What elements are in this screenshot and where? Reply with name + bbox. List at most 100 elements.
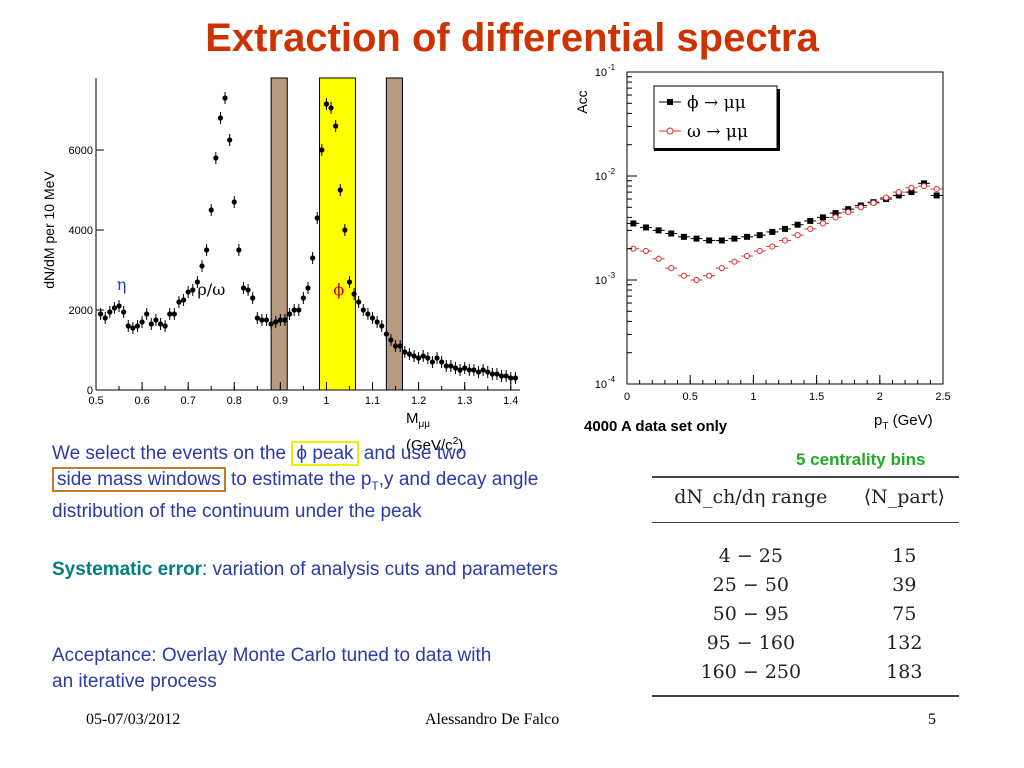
- mass-data-point: [176, 299, 182, 305]
- mass-data-point: [204, 247, 210, 253]
- acc-omega-point: [908, 184, 915, 191]
- mass-data-point: [102, 315, 108, 321]
- mass-x-tick-label: 1.1: [365, 395, 380, 407]
- mass-plot-ylabel: dN/dM per 10 MeV: [41, 171, 57, 289]
- mass-data-point: [420, 353, 426, 359]
- footer-page-number: 5: [928, 711, 936, 728]
- acc-y-tick-exponent: -4: [608, 375, 616, 384]
- mass-data-point: [416, 355, 422, 361]
- side-windows-highlight: side mass windows: [52, 467, 226, 492]
- mass-data-point: [236, 247, 242, 253]
- mass-data-point: [259, 317, 265, 323]
- acc-omega-point: [680, 272, 687, 279]
- acc-phi-point: [630, 220, 637, 227]
- acc-phi-point: [668, 230, 675, 237]
- acc-phi-point: [744, 233, 751, 240]
- acc-x-tick-label: 2: [877, 391, 883, 403]
- acc-omega-point: [832, 214, 839, 221]
- acc-omega-point: [819, 220, 827, 227]
- p1-after-b: ,y and decay angle distribution of the c…: [52, 469, 539, 522]
- mass-data-point: [457, 367, 463, 373]
- mass-data-point: [273, 319, 279, 325]
- acc-omega-point: [920, 182, 928, 190]
- acc-omega-point: [706, 272, 713, 279]
- acc-phi-point: [706, 237, 713, 244]
- systematic-text: : variation of analysis cuts and paramet…: [201, 559, 558, 580]
- mass-xlabel-main: M: [406, 410, 419, 427]
- acc-omega-point: [756, 247, 763, 255]
- systematic-label: Systematic error: [52, 559, 202, 580]
- acc-omega-point: [845, 208, 852, 216]
- mass-data-point: [388, 337, 394, 343]
- acc-phi-point: [655, 227, 662, 234]
- acc-omega-point: [807, 225, 814, 232]
- mass-data-point: [240, 285, 247, 291]
- acc-phi-point: [782, 225, 788, 232]
- mass-data-point: [208, 207, 214, 213]
- acc-y-tick-label: 10: [595, 275, 607, 287]
- mass-y-tick-label: 6000: [69, 145, 93, 157]
- mass-data-point: [167, 311, 173, 317]
- mass-data-point: [503, 373, 509, 379]
- mass-xlabel-unit-b: ): [458, 437, 464, 454]
- acc-y-tick-label: 10: [595, 379, 607, 391]
- mass-data-point: [291, 307, 297, 313]
- mass-y-tick-label: 0: [87, 385, 93, 397]
- mass-x-tick-label: 0.9: [273, 395, 288, 407]
- mass-data-point: [462, 365, 468, 371]
- acc-phi-point: [680, 233, 687, 240]
- mass-data-point: [296, 307, 302, 313]
- acc-omega-point: [933, 185, 940, 193]
- acc-omega-point: [794, 232, 801, 239]
- mass-peak-label: ρ/ω: [197, 280, 225, 299]
- acc-y-tick-exponent: -3: [608, 271, 616, 280]
- mass-data-point: [452, 365, 459, 371]
- mass-data-point: [130, 325, 136, 331]
- mass-data-point: [277, 317, 283, 323]
- centrality-table: dN_ch/dη range ⟨N_part⟩ 4 − 25 15 25 − 50…: [652, 476, 959, 697]
- mass-data-point: [305, 285, 311, 291]
- mass-data-point: [443, 363, 449, 369]
- acc-phi-point: [756, 232, 763, 239]
- acc-omega-point: [655, 255, 662, 262]
- mass-data-point: [185, 289, 191, 295]
- mass-data-point: [351, 291, 357, 297]
- mass-data-point: [397, 343, 403, 349]
- method-paragraph: We select the events on the ϕ peak and u…: [52, 441, 577, 525]
- mass-data-point: [425, 355, 431, 361]
- acc-phi-point: [832, 210, 839, 217]
- acc-omega-point: [769, 243, 776, 250]
- mass-data-point: [406, 351, 412, 357]
- mass-data-point: [360, 307, 366, 313]
- table-row: 25 − 50 39: [652, 571, 959, 600]
- mass-data-point: [379, 323, 385, 329]
- mass-data-point: [125, 323, 131, 329]
- mass-data-point: [116, 303, 122, 309]
- mass-data-point: [282, 317, 288, 323]
- mass-x-tick-label: 1.4: [503, 395, 518, 407]
- legend-omega-label: ω → μμ: [687, 122, 748, 142]
- mass-data-point: [434, 355, 440, 361]
- dataset-note: 4000 A data set only: [584, 418, 728, 435]
- table-row: 4 − 25 15: [652, 523, 959, 571]
- mass-data-point: [429, 359, 436, 365]
- mass-data-point: [254, 315, 260, 321]
- npart-cell: 75: [892, 603, 917, 625]
- mass-spectrum-plot: dN/dM per 10 MeV 0.5 0.6 0.7 0.8 0.9 1 1.1 1.2 1…: [41, 77, 520, 407]
- acc-x-tick-label: 1.5: [809, 391, 824, 403]
- mass-plot-xlabel: Mμμ (GeV/c2): [406, 410, 463, 454]
- mass-data-point: [319, 147, 325, 153]
- mass-data-point: [356, 299, 362, 305]
- table-header-row: dN_ch/dη range ⟨N_part⟩: [652, 476, 959, 523]
- mass-data-point: [190, 287, 196, 293]
- mass-data-point: [439, 359, 445, 365]
- acc-omega-point: [895, 189, 902, 196]
- systematic-paragraph: Systematic error: variation of analysis …: [52, 557, 562, 583]
- acc-phi-point: [819, 214, 826, 221]
- header-npart: ⟨N_part⟩: [849, 476, 959, 523]
- mass-window-band: [270, 77, 288, 391]
- mass-data-point: [98, 311, 104, 317]
- mass-x-tick-label: 0.8: [227, 395, 242, 407]
- npart-cell: 132: [886, 632, 923, 654]
- mass-data-point: [346, 279, 353, 285]
